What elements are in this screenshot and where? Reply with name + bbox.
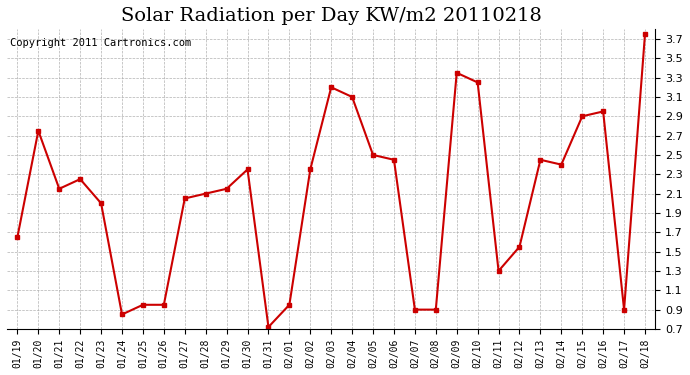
Text: Copyright 2011 Cartronics.com: Copyright 2011 Cartronics.com (10, 38, 191, 48)
Title: Solar Radiation per Day KW/m2 20110218: Solar Radiation per Day KW/m2 20110218 (121, 7, 542, 25)
